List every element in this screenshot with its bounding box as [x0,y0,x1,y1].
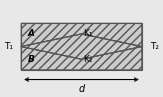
Text: K₁: K₁ [83,29,92,38]
Text: A: A [28,29,34,38]
Bar [21,23,142,70]
Text: d: d [78,84,85,94]
Text: T₁: T₁ [4,42,13,51]
Text: K₂: K₂ [83,55,92,64]
Text: T₂: T₂ [150,42,159,51]
Polygon shape [21,34,142,59]
Polygon shape [21,23,142,47]
Polygon shape [21,47,142,70]
Text: B: B [28,55,34,64]
